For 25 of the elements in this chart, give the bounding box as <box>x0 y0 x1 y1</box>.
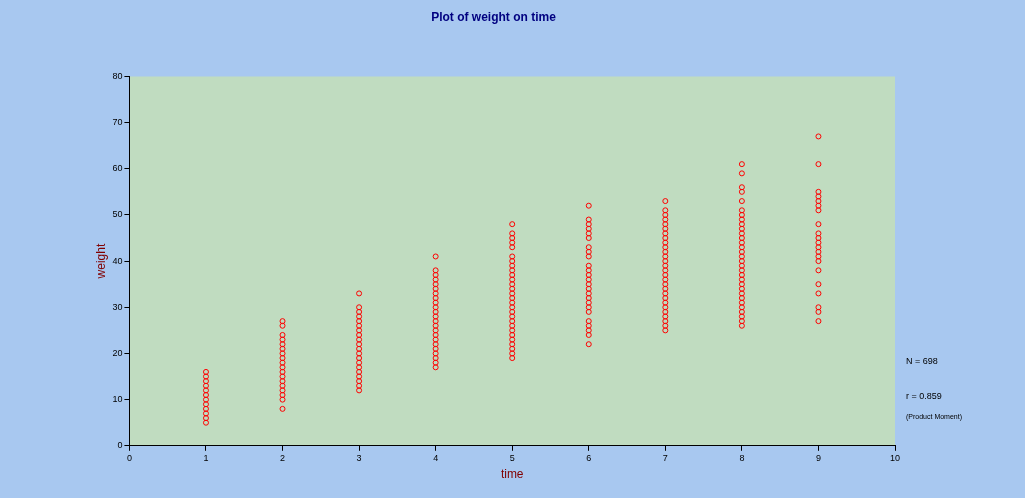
y-tick-label: 10 <box>112 394 123 405</box>
chart-title: Plot of weight on time <box>431 9 557 24</box>
x-tick-label: 3 <box>356 452 362 463</box>
text: r = 0.859 <box>906 391 942 402</box>
y-tick-label: 20 <box>112 347 123 358</box>
y-axis-title: weight <box>93 243 108 280</box>
x-tick-label: 9 <box>815 452 821 463</box>
x-axis-title: time <box>500 467 524 482</box>
y-tick-label: 30 <box>112 301 123 312</box>
x-tick-label: 5 <box>509 452 515 463</box>
x-tick-label: 8 <box>739 452 745 463</box>
y-tick-label: 80 <box>112 70 123 81</box>
text: N = 698 <box>906 356 938 367</box>
y-tick-label: 50 <box>112 209 123 220</box>
y-tick-label: 40 <box>112 255 123 266</box>
x-tick-label: 0 <box>126 452 132 463</box>
x-tick-label: 6 <box>586 452 592 463</box>
x-tick-label: 7 <box>662 452 668 463</box>
x-tick-label: 1 <box>203 452 209 463</box>
y-tick-label: 60 <box>112 163 123 174</box>
y-tick-label: 70 <box>112 117 123 128</box>
x-tick-label: 10 <box>889 452 901 463</box>
y-tick-label: 0 <box>117 440 123 451</box>
x-tick-label: 4 <box>433 452 439 463</box>
x-tick-label: 2 <box>280 452 286 463</box>
